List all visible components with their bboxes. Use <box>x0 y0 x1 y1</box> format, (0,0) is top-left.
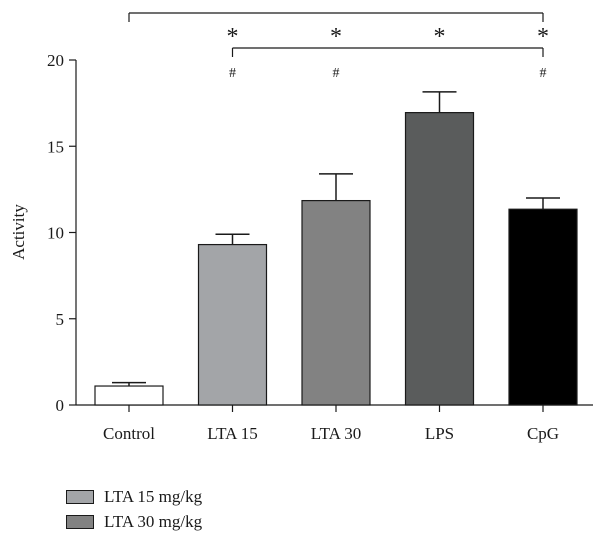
significance-hash: # <box>229 66 236 81</box>
y-axis-label: Activity <box>9 204 28 260</box>
y-tick-label: 0 <box>56 396 65 415</box>
significance-star: * <box>330 24 342 50</box>
x-tick-label: CpG <box>527 424 559 443</box>
x-axis: Control LTA 15 LTA 30 LPS CpG <box>76 404 593 443</box>
y-tick-label: 15 <box>47 137 64 156</box>
x-tick-label: LPS <box>425 424 454 443</box>
legend: LTA 15 mg/kg LTA 30 mg/kg <box>66 484 202 534</box>
legend-item-lta30: LTA 30 mg/kg <box>66 509 202 534</box>
bar <box>94 385 164 406</box>
x-tick-label: LTA 15 <box>207 424 257 443</box>
legend-swatch-lta15 <box>66 489 94 504</box>
bar-chart: 0 5 10 15 20 Control LTA 15 LTA 30 LPS CpG * * * * #… <box>9 12 593 443</box>
bar <box>301 199 371 406</box>
legend-label-lta30: LTA 30 mg/kg <box>104 511 203 531</box>
significance-hash: # <box>540 66 547 81</box>
significance-star: * <box>537 24 549 50</box>
legend-label-lta15: LTA 15 mg/kg <box>104 486 203 506</box>
bar <box>508 208 578 406</box>
significance-star: * <box>227 24 239 50</box>
bar <box>197 243 268 406</box>
significance-annotations: * * * * # # # <box>128 12 549 81</box>
x-tick-label: Control <box>103 424 155 443</box>
bar <box>404 112 475 406</box>
significance-star: * <box>434 24 446 50</box>
bars <box>94 91 578 406</box>
y-axis: 0 5 10 15 20 <box>47 51 77 415</box>
y-tick-label: 20 <box>47 51 64 70</box>
y-tick-label: 5 <box>56 310 65 329</box>
y-tick-label: 10 <box>47 224 64 243</box>
legend-swatch-lta30 <box>66 514 94 529</box>
legend-item-lta15: LTA 15 mg/kg <box>66 484 202 509</box>
significance-hash: # <box>333 66 340 81</box>
x-tick-label: LTA 30 <box>311 424 361 443</box>
